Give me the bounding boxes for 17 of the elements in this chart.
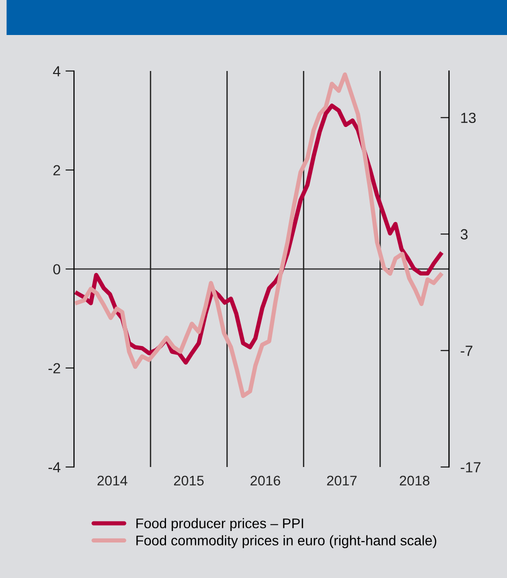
y2-tick-label: 3 [460,229,468,240]
legend-label: Food producer prices – PPI [136,518,304,532]
x-tick-label: 2018 [400,476,430,486]
line-series [74,72,443,398]
y-tick-label: -4 [48,462,60,472]
y2-tick-label: -17 [460,462,480,472]
y2-tick-label: 13 [461,112,476,124]
x-tick-label: 2014 [98,476,128,486]
legend-label: Food commodity prices in euro (right-hand scale) [136,535,436,548]
y-tick-label: -2 [48,363,60,374]
x-tick-label: 2015 [174,476,204,486]
x-tick-label: 2016 [250,476,280,486]
x-tick-label: 2017 [327,476,357,486]
y-tick-label: 0 [53,264,60,274]
y2-tick-label: -7 [460,346,472,356]
y-tick-label: 2 [53,165,60,176]
y-tick-label: 4 [53,66,60,76]
